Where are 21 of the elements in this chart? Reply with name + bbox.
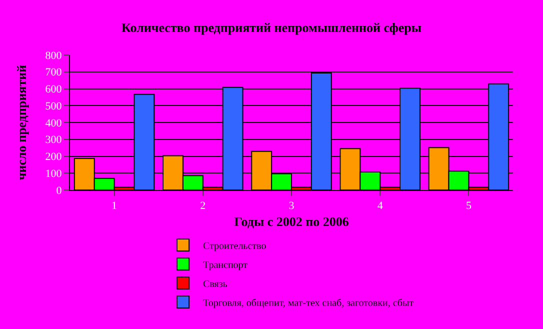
chart-title: Количество предприятий непромышленной сферы <box>122 20 422 36</box>
y-tick-label: 300 <box>45 134 62 146</box>
x-axis-title: Годы с 2002 по 2006 <box>234 214 350 229</box>
y-tick-label: 600 <box>45 84 62 96</box>
legend-label: Транспорт <box>203 260 248 271</box>
y-tick-label: 700 <box>45 66 62 79</box>
x-tick-label: 1 <box>112 200 118 212</box>
y-tick-label: 800 <box>45 50 62 62</box>
x-tick-label: 3 <box>288 200 295 212</box>
x-tick-label: 4 <box>377 200 384 212</box>
legend-label: Строительство <box>203 240 266 252</box>
legend-label: Торговля, общепит, мат-тех снаб, заготовки, сбыт <box>203 298 414 309</box>
y-tick-label: 0 <box>56 184 62 197</box>
y-tick-label: 200 <box>45 151 62 164</box>
y-axis-title: число предприятий <box>14 64 30 180</box>
y-tick-label: 500 <box>45 100 62 112</box>
x-tick-label: 2 <box>200 200 206 212</box>
y-tick-label: 400 <box>45 117 62 130</box>
x-tick-label: 5 <box>466 200 472 212</box>
legend-label: Связь <box>203 278 228 290</box>
y-tick-label: 100 <box>45 168 62 180</box>
